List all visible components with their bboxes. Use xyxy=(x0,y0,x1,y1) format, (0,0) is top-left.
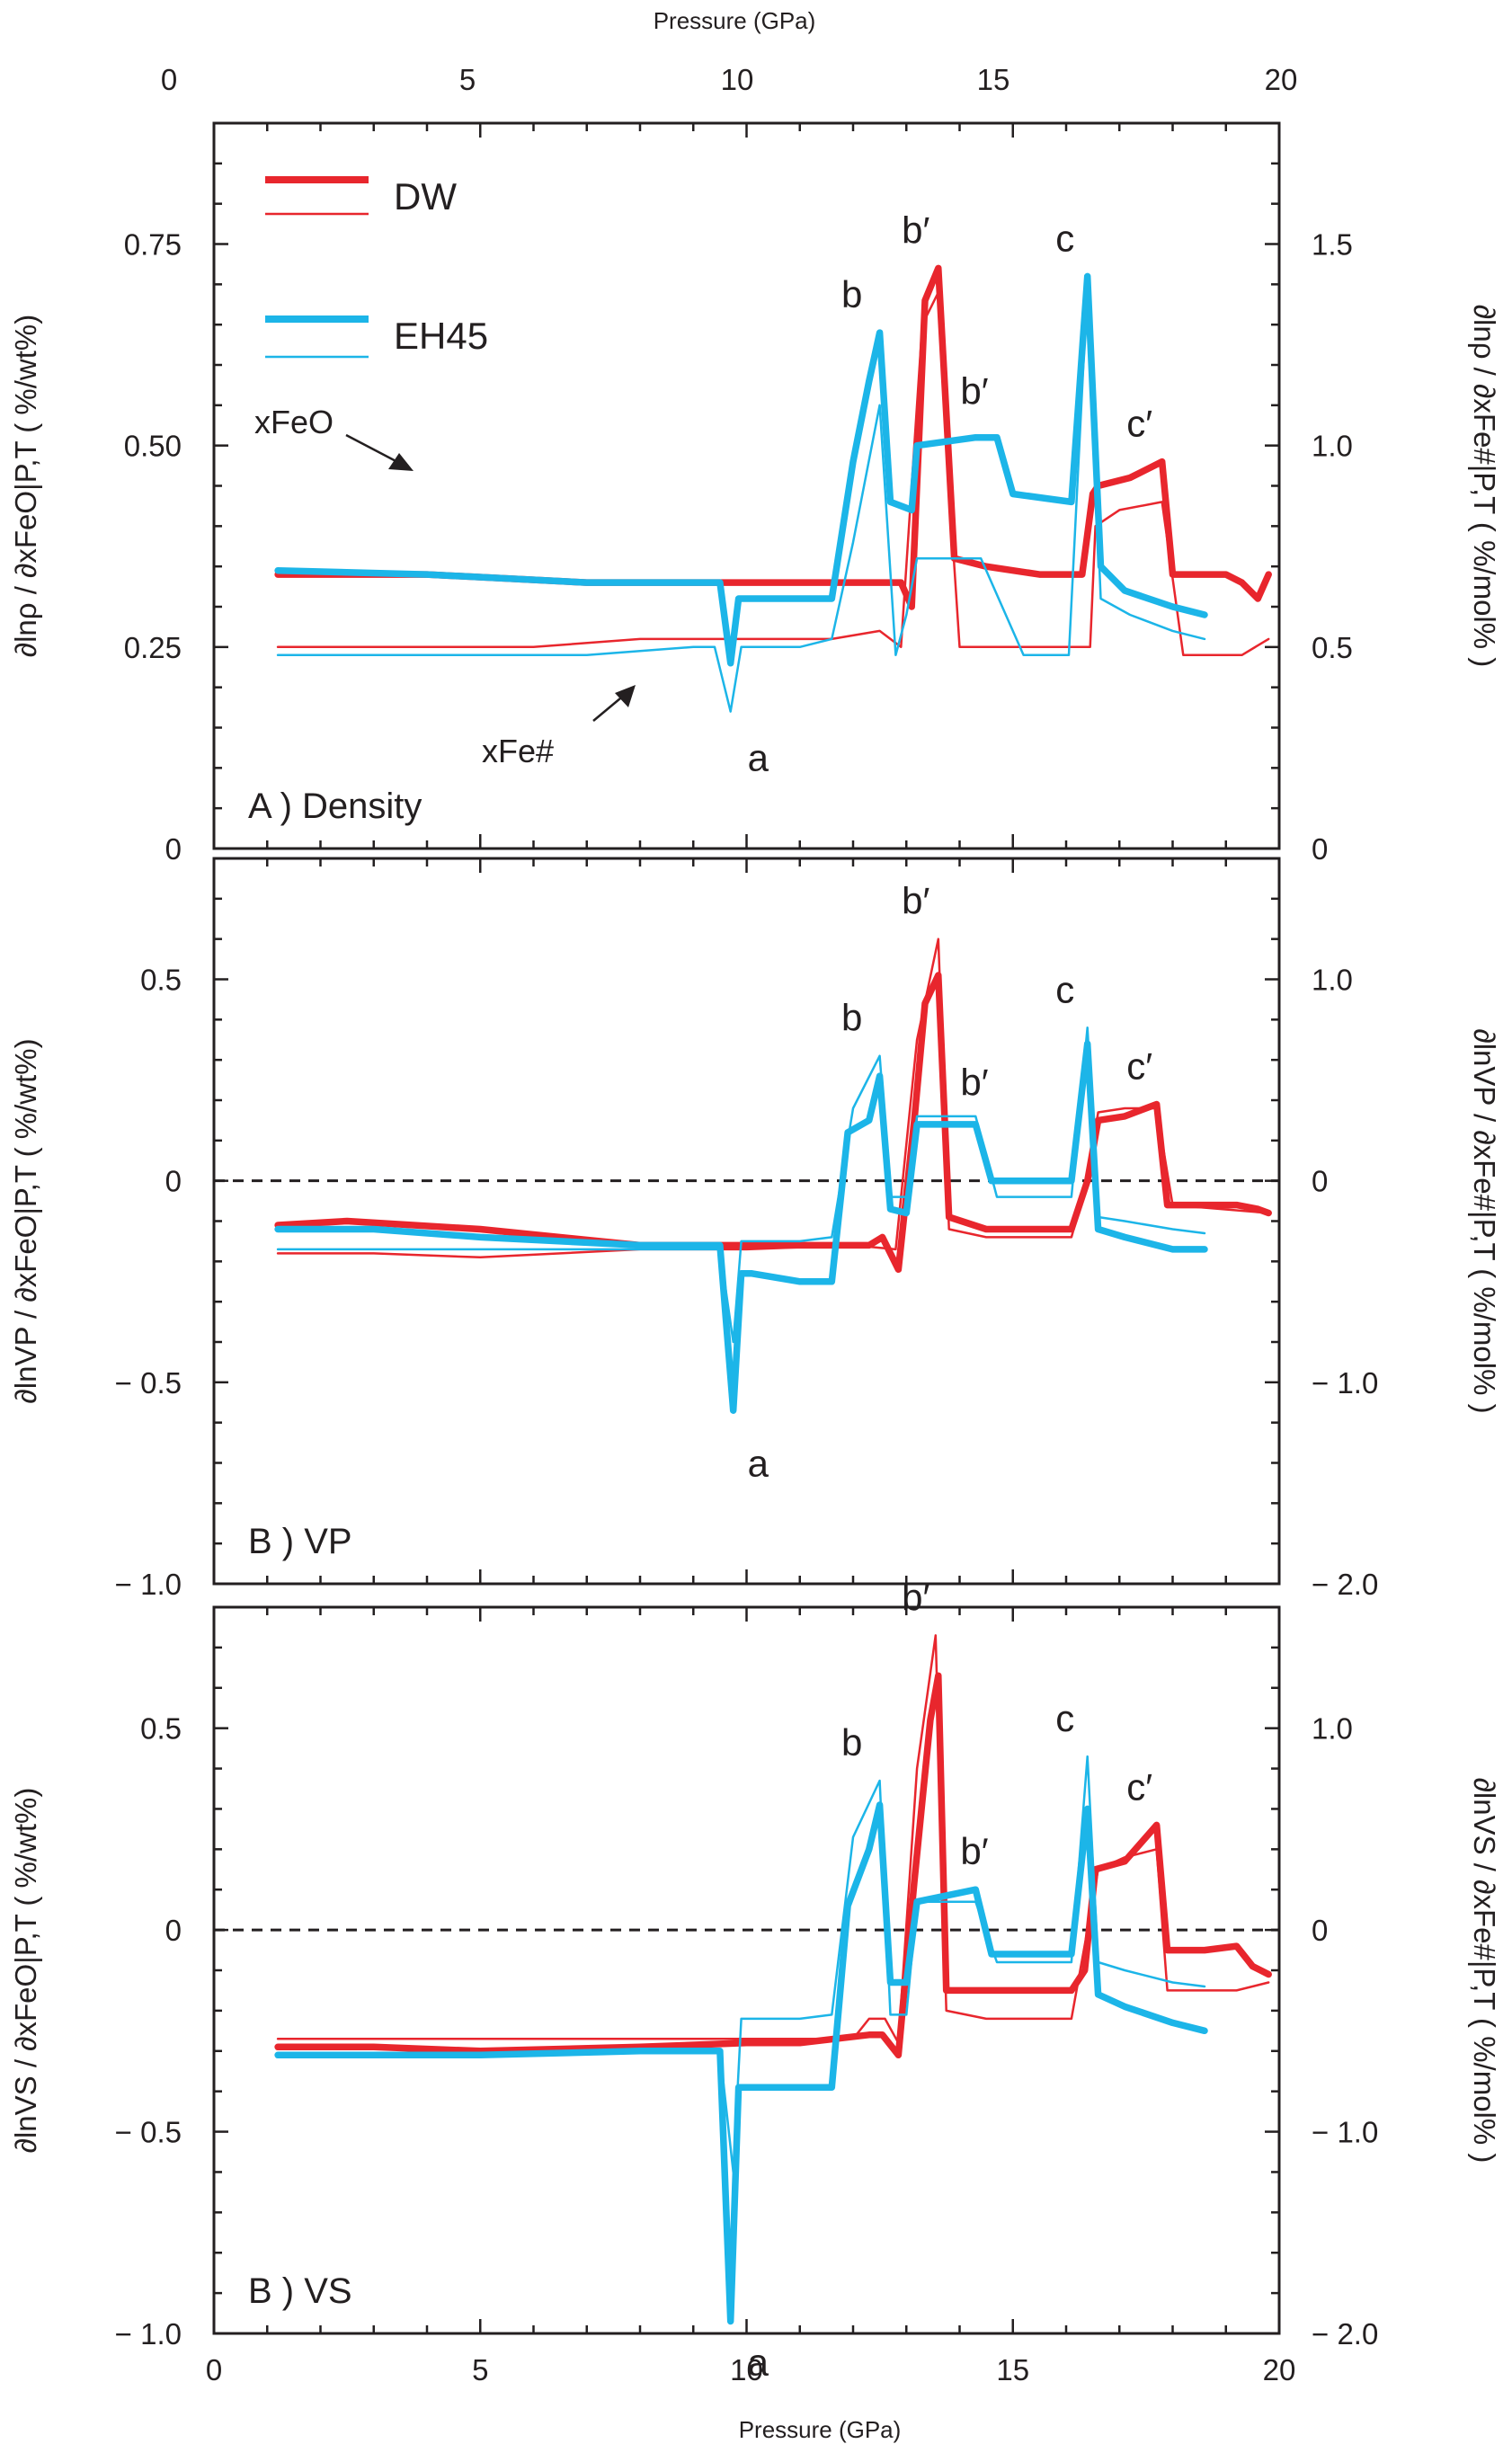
vs-right-y-tick-label: 0 xyxy=(1312,1914,1328,1947)
top-x-axis-title: Pressure (GPa) xyxy=(654,7,816,34)
vs-annotation-c-prime: c′ xyxy=(1126,1765,1152,1808)
vs-bottom-x-tick-label: 0 xyxy=(206,2353,222,2386)
vp-annotation-c-prime: c′ xyxy=(1126,1044,1152,1087)
density-arrows xyxy=(345,433,636,722)
density-annotation-b: b xyxy=(841,273,862,315)
density-left-y-tick-label: 0 xyxy=(165,832,182,866)
vp-panel-label: B ) VP xyxy=(248,1522,352,1561)
density-right-y-tick-label: 1.5 xyxy=(1312,228,1353,262)
vs-bottom-x-tick-label: 5 xyxy=(472,2353,488,2386)
vs-left-y-tick-label: − 1.0 xyxy=(115,2317,182,2351)
density-dw-thin-line xyxy=(276,291,1270,657)
vp-annotation-b: b xyxy=(841,997,862,1039)
vs-left-y-axis-title: ∂lnVS / ∂xFeO|P,T ( %/wt%) xyxy=(9,1788,42,2154)
vs-annotation-c: c xyxy=(1055,1697,1074,1739)
vs-bottom-x-tick-label: 20 xyxy=(1263,2353,1296,2386)
vp-left-y-tick-label: 0 xyxy=(165,1165,182,1198)
vs-right-y-tick-label: 1.0 xyxy=(1312,1712,1353,1746)
vs-annotation-b-prime: b′ xyxy=(902,1576,929,1618)
xfeo-arrow xyxy=(345,433,404,467)
density-left-y-axis-title: ∂lnρ / ∂xFeO|P,T ( %/wt%) xyxy=(9,315,42,657)
density-eh45-thin-line xyxy=(276,283,1206,713)
legend-dw-label: DW xyxy=(394,175,457,218)
vs-eh45-thick-line xyxy=(274,1801,1208,2325)
bottom-x-axis-title: Pressure (GPa) xyxy=(739,2416,902,2443)
vp-right-y-tick-label: 0 xyxy=(1312,1165,1328,1198)
vp-right-y-tick-label: − 1.0 xyxy=(1312,1366,1378,1400)
density-left-y-tick-label: 0.25 xyxy=(124,631,182,664)
density-annotation-xfeo: xFeO xyxy=(254,404,334,440)
density-annotation-b-prime: b′ xyxy=(960,370,988,413)
vs-annotation-b-prime: b′ xyxy=(960,1830,988,1872)
vp-right-y-tick-label: 1.0 xyxy=(1312,964,1353,997)
vs-annotation-b: b xyxy=(841,1721,862,1764)
vp-left-y-tick-label: − 1.0 xyxy=(115,1568,182,1601)
vp-annotation-c: c xyxy=(1055,968,1074,1010)
legend: DW EH45 xyxy=(265,175,488,359)
legend-eh45-label: EH45 xyxy=(394,315,488,357)
vp-left-y-axis-title: ∂lnVP / ∂xFeO|P,T ( %/wt%) xyxy=(9,1038,42,1403)
density-right-y-tick-label: 0 xyxy=(1312,832,1328,866)
density-dw-thick-line xyxy=(274,264,1272,610)
density-annotation-c: c xyxy=(1055,217,1074,259)
density-annotation-a: a xyxy=(748,737,769,779)
vp-annotation-b-prime: b′ xyxy=(902,880,929,922)
density-annotation-xfe-hash: xFe# xyxy=(482,733,554,769)
density-panel-label: A ) Density xyxy=(248,787,422,826)
vs-bottom-x-tick-label: 15 xyxy=(996,2353,1029,2386)
vs-plot-frame xyxy=(212,1605,1281,2335)
vs-annotation-a: a xyxy=(748,2342,769,2384)
density-panel: 0 5 10 15 20 0 0.25 0.50 0.75 0 0.5 1.0 1.5 ∂lnρ / ∂x… xyxy=(9,63,1501,866)
vs-eh45-thin-line xyxy=(276,1755,1206,2173)
density-top-x-tick-label: 15 xyxy=(977,63,1010,96)
vs-panel-label: B ) VS xyxy=(248,2271,352,2311)
density-top-x-tick-label: 0 xyxy=(161,63,177,96)
density-right-y-tick-label: 0.5 xyxy=(1312,631,1353,664)
vs-dw-thick-line xyxy=(274,1672,1272,2059)
vp-annotation-a: a xyxy=(748,1443,769,1485)
xfeo-arrowhead xyxy=(388,453,414,471)
density-left-y-tick-label: 0.50 xyxy=(124,430,182,463)
density-plot-frame xyxy=(212,121,1281,850)
density-top-x-tick-label: 20 xyxy=(1265,63,1298,96)
density-annotation-b-prime: b′ xyxy=(902,209,929,251)
vp-right-y-axis-title: ∂lnVP / ∂xFe#|P,T ( %/mol% ) xyxy=(1468,1028,1501,1413)
vs-right-y-tick-label: − 1.0 xyxy=(1312,2116,1378,2149)
density-top-x-tick-label: 10 xyxy=(721,63,754,96)
xfe-arrowhead xyxy=(615,685,636,707)
vs-right-y-tick-label: − 2.0 xyxy=(1312,2317,1378,2351)
vs-right-y-axis-title: ∂lnVS / ∂xFe#|P,T ( %/mol% ) xyxy=(1468,1778,1501,2164)
density-left-y-tick-label: 0.75 xyxy=(124,228,182,262)
vp-right-y-tick-label: − 2.0 xyxy=(1312,1568,1378,1601)
density-right-y-axis-title: ∂lnρ / ∂xFe#|P,T ( %/mol% ) xyxy=(1468,305,1501,668)
density-top-x-tick-label: 5 xyxy=(459,63,476,96)
vs-left-y-tick-label: 0.5 xyxy=(140,1712,182,1746)
vp-dw-thick-line xyxy=(274,972,1272,1274)
vs-panel: 0 5 10 15 20 − 1.0 − 0.5 0 0.5 − 2.0 − 1.0 0 1.0 ∂lnV… xyxy=(9,1576,1501,2386)
vp-panel: − 1.0 − 0.5 0 0.5 − 2.0 − 1.0 0 1.0 ∂lnVP / ∂xFe… xyxy=(9,857,1501,1601)
vs-dw-thin-line xyxy=(276,1634,1270,2045)
vp-eh45-thin-line xyxy=(276,1026,1206,1344)
vs-left-y-tick-label: 0 xyxy=(165,1914,182,1947)
vp-dw-thin-line xyxy=(276,938,1270,1259)
density-right-y-tick-label: 1.0 xyxy=(1312,430,1353,463)
vp-annotation-b-prime: b′ xyxy=(960,1061,988,1103)
vs-left-y-tick-label: − 0.5 xyxy=(115,2116,182,2149)
density-annotation-c-prime: c′ xyxy=(1126,403,1152,445)
vp-left-y-tick-label: 0.5 xyxy=(140,964,182,997)
vs-bottom-x-tick-label: 10 xyxy=(730,2353,763,2386)
vp-left-y-tick-label: − 0.5 xyxy=(115,1366,182,1400)
